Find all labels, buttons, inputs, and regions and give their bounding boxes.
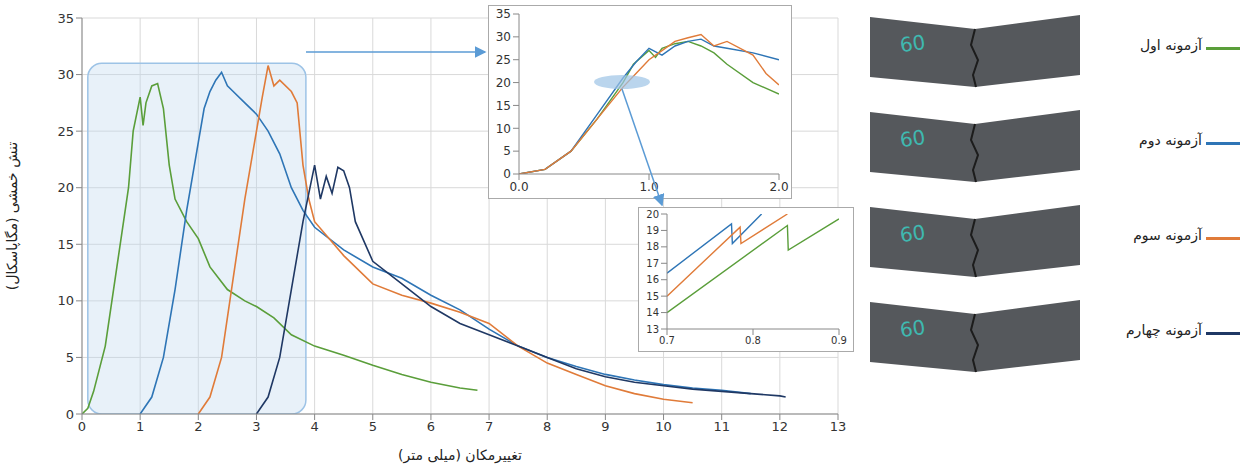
html-text:آزمونه دوم: آزمونه دوم — [1139, 132, 1202, 148]
svg-text:0.7: 0.7 — [659, 335, 675, 346]
html-text:آزمونه اول: آزمونه اول — [1139, 37, 1202, 53]
svg-text:1.0: 1.0 — [639, 180, 658, 194]
svg-text:13: 13 — [830, 419, 847, 434]
svg-text:7: 7 — [485, 419, 493, 434]
svg-text:تنش خمشی (مگاپاسکال): تنش خمشی (مگاپاسکال) — [4, 142, 21, 290]
svg-text:25: 25 — [57, 124, 74, 139]
svg-text:13: 13 — [646, 324, 659, 335]
svg-text:60: 60 — [898, 30, 927, 57]
svg-text:60: 60 — [898, 125, 927, 152]
html-text:آزمونه سوم: آزمونه سوم — [1133, 227, 1202, 243]
svg-text:2.0: 2.0 — [769, 180, 788, 194]
svg-text:60: 60 — [898, 315, 927, 342]
svg-text:20: 20 — [646, 209, 659, 220]
svg-text:15: 15 — [57, 237, 74, 252]
svg-text:5: 5 — [66, 350, 74, 365]
svg-text:60: 60 — [898, 220, 927, 247]
svg-text:2: 2 — [194, 419, 202, 434]
svg-text:16: 16 — [646, 274, 659, 285]
svg-text:0: 0 — [78, 419, 86, 434]
svg-text:15: 15 — [496, 99, 511, 113]
svg-text:30: 30 — [57, 67, 74, 82]
svg-text:8: 8 — [543, 419, 551, 434]
svg-text:20: 20 — [496, 76, 511, 90]
svg-text:12: 12 — [772, 419, 789, 434]
svg-text:0: 0 — [66, 407, 74, 422]
svg-text:0.0: 0.0 — [509, 180, 528, 194]
svg-text:18: 18 — [646, 241, 659, 252]
svg-text:20: 20 — [57, 180, 74, 195]
svg-text:10: 10 — [57, 293, 74, 308]
svg-text:11: 11 — [713, 419, 730, 434]
svg-text:6: 6 — [427, 419, 435, 434]
svg-text:9: 9 — [601, 419, 609, 434]
svg-text:17: 17 — [646, 258, 659, 269]
svg-text:14: 14 — [646, 307, 659, 318]
svg-text:10: 10 — [496, 122, 511, 136]
svg-text:0: 0 — [503, 167, 511, 181]
svg-text:15: 15 — [646, 291, 659, 302]
svg-text:5: 5 — [369, 419, 377, 434]
svg-text:10: 10 — [655, 419, 672, 434]
svg-text:25: 25 — [496, 53, 511, 67]
svg-text:1: 1 — [136, 419, 144, 434]
svg-text:0.8: 0.8 — [745, 335, 761, 346]
svg-text:تغییرمکان (میلی متر): تغییرمکان (میلی متر) — [398, 447, 522, 464]
svg-text:35: 35 — [496, 7, 511, 21]
svg-text:5: 5 — [503, 144, 511, 158]
svg-text:30: 30 — [496, 30, 511, 44]
svg-text:19: 19 — [646, 225, 659, 236]
svg-text:3: 3 — [252, 419, 260, 434]
html-text:آزمونه چهارم: آزمونه چهارم — [1126, 322, 1202, 338]
svg-text:35: 35 — [57, 11, 74, 26]
svg-text:4: 4 — [310, 419, 318, 434]
svg-text:0.9: 0.9 — [831, 335, 847, 346]
